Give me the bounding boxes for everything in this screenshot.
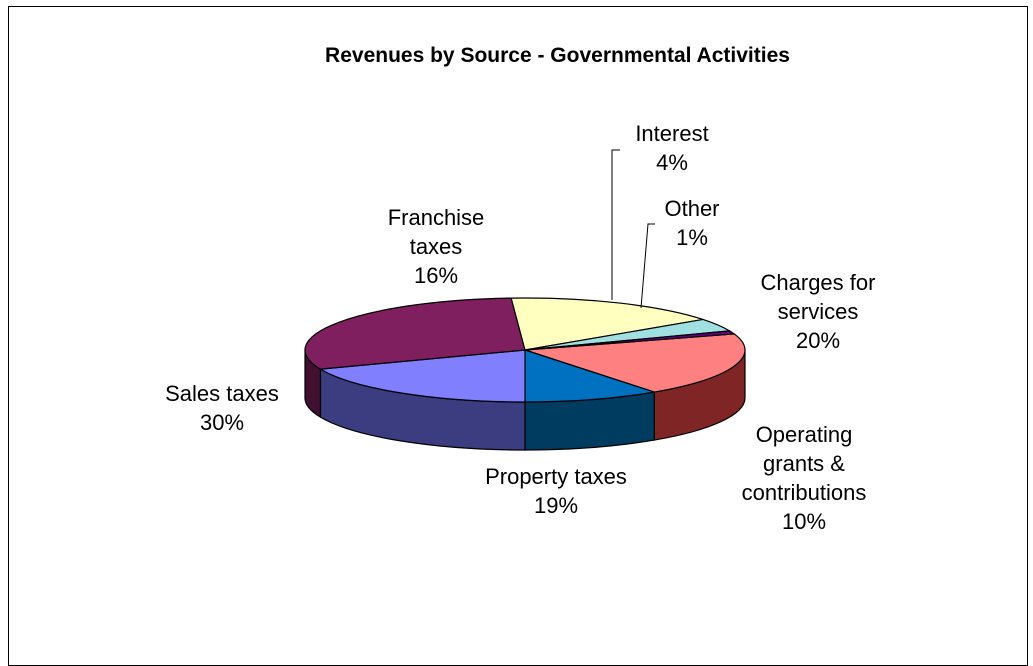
pie-slice-sales-taxes [304,297,526,370]
slice-value-property-taxes: 19% [534,493,578,518]
pie-chart: Charges for services 20% Operating grants & c… [165,121,875,534]
pie-slice-operating-grants-contributions [524,349,655,403]
slice-value-charges-for-services: 20% [796,328,840,353]
slice-label-other: Other [664,196,719,221]
slice-label-sales-taxes: Sales taxes [165,381,279,406]
slice-label-charges-for-services: Charges for [761,270,876,295]
slice-label-property-taxes: Property taxes [485,464,627,489]
slice-label-interest: Interest [635,121,708,146]
slice-value-franchise-taxes: 16% [414,263,458,288]
slice-label-franchise-taxes: Franchise [388,205,485,230]
slice-label-franchise-taxes: taxes [410,234,463,259]
leader-line-other [640,223,655,309]
leader-line-interest [611,149,620,300]
slice-label-operating-grants-contributions: contributions [742,480,867,505]
pie-tops [304,297,746,403]
slice-labels: Charges for services 20% Operating grants & c… [165,121,875,534]
slice-value-sales-taxes: 30% [200,410,244,435]
slice-label-charges-for-services: services [778,299,859,324]
chart-title: Revenues by Source - Governmental Activi… [325,44,790,67]
slice-label-operating-grants-contributions: grants & [763,451,845,476]
pie-slice-other [524,330,736,351]
slice-label-operating-grants-contributions: Operating [756,422,853,447]
slice-value-other: 1% [676,225,708,250]
pie-slice-property-taxes [318,349,526,403]
slice-value-operating-grants-contributions: 10% [782,509,826,534]
slice-value-interest: 4% [656,150,688,175]
pie-slice-charges-for-services [524,333,746,393]
pie-slice-franchise-taxes [510,297,704,351]
